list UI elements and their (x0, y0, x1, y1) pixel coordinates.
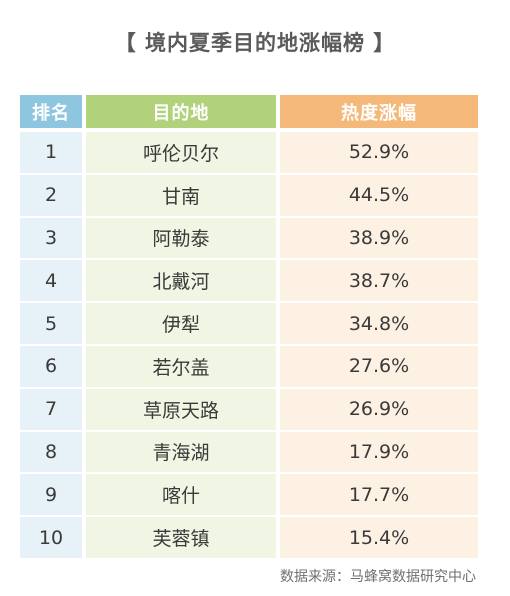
table-row: 5 伊犁 34.8% (20, 303, 478, 344)
growth-cell: 17.7% (280, 474, 478, 516)
growth-cell: 38.9% (280, 217, 478, 259)
growth-cell: 38.7% (280, 260, 478, 302)
growth-cell: 17.9% (280, 431, 478, 473)
rank-cell: 2 (20, 174, 82, 216)
destination-cell: 甘南 (86, 174, 276, 216)
destination-cell: 阿勒泰 (86, 217, 276, 259)
rank-cell: 5 (20, 303, 82, 344)
table-header-row: 排名 目的地 热度涨幅 (20, 95, 478, 128)
growth-cell: 26.9% (280, 388, 478, 430)
table-row: 7 草原天路 26.9% (20, 388, 478, 430)
table-row: 9 喀什 17.7% (20, 474, 478, 516)
header-destination: 目的地 (86, 95, 276, 128)
growth-cell: 15.4% (280, 517, 478, 558)
destination-cell: 北戴河 (86, 260, 276, 302)
growth-cell: 34.8% (280, 303, 478, 344)
table-body: 1 呼伦贝尔 52.9% 2 甘南 44.5% 3 阿勒泰 38.9% 4 北戴河 38.7% 5 伊犁 3… (20, 132, 478, 558)
growth-cell: 27.6% (280, 345, 478, 387)
destination-cell: 草原天路 (86, 388, 276, 430)
header-rank: 排名 (20, 95, 82, 128)
destination-cell: 呼伦贝尔 (86, 132, 276, 173)
table-row: 1 呼伦贝尔 52.9% (20, 132, 478, 173)
page-title: 【 境内夏季目的地涨幅榜 】 (114, 31, 396, 55)
destination-cell: 若尔盖 (86, 345, 276, 387)
table-row: 8 青海湖 17.9% (20, 431, 478, 473)
table-row: 2 甘南 44.5% (20, 174, 478, 216)
rank-cell: 4 (20, 260, 82, 302)
destination-cell: 芙蓉镇 (86, 517, 276, 558)
destination-cell: 青海湖 (86, 431, 276, 473)
table-row: 10 芙蓉镇 15.4% (20, 517, 478, 558)
rank-cell: 10 (20, 517, 82, 558)
growth-cell: 44.5% (280, 174, 478, 216)
table-row: 3 阿勒泰 38.9% (20, 217, 478, 259)
rank-cell: 8 (20, 431, 82, 473)
destination-cell: 伊犁 (86, 303, 276, 344)
rank-cell: 3 (20, 217, 82, 259)
rank-cell: 9 (20, 474, 82, 516)
table-row: 4 北戴河 38.7% (20, 260, 478, 302)
header-growth: 热度涨幅 (280, 95, 478, 128)
rank-cell: 6 (20, 345, 82, 387)
rank-cell: 1 (20, 132, 82, 173)
data-source: 数据来源：马蜂窝数据研究中心 (280, 569, 476, 585)
table-row: 6 若尔盖 27.6% (20, 345, 478, 387)
destination-cell: 喀什 (86, 474, 276, 516)
rank-cell: 7 (20, 388, 82, 430)
ranking-table: 排名 目的地 热度涨幅 1 呼伦贝尔 52.9% 2 甘南 44.5% 3 阿勒泰 38.9% 4… (20, 95, 478, 558)
growth-cell: 52.9% (280, 132, 478, 173)
